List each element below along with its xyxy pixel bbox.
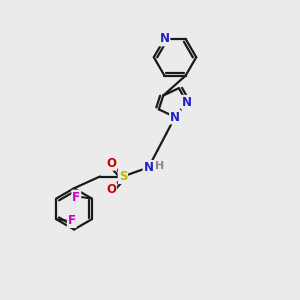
Text: H: H [155, 161, 164, 171]
Text: F: F [72, 190, 80, 204]
Text: O: O [106, 183, 116, 196]
Text: S: S [119, 170, 127, 183]
Text: N: N [182, 96, 192, 109]
Text: N: N [170, 110, 180, 124]
Text: O: O [106, 157, 116, 170]
Text: N: N [143, 161, 154, 174]
Text: N: N [159, 32, 170, 45]
Text: F: F [68, 214, 76, 227]
